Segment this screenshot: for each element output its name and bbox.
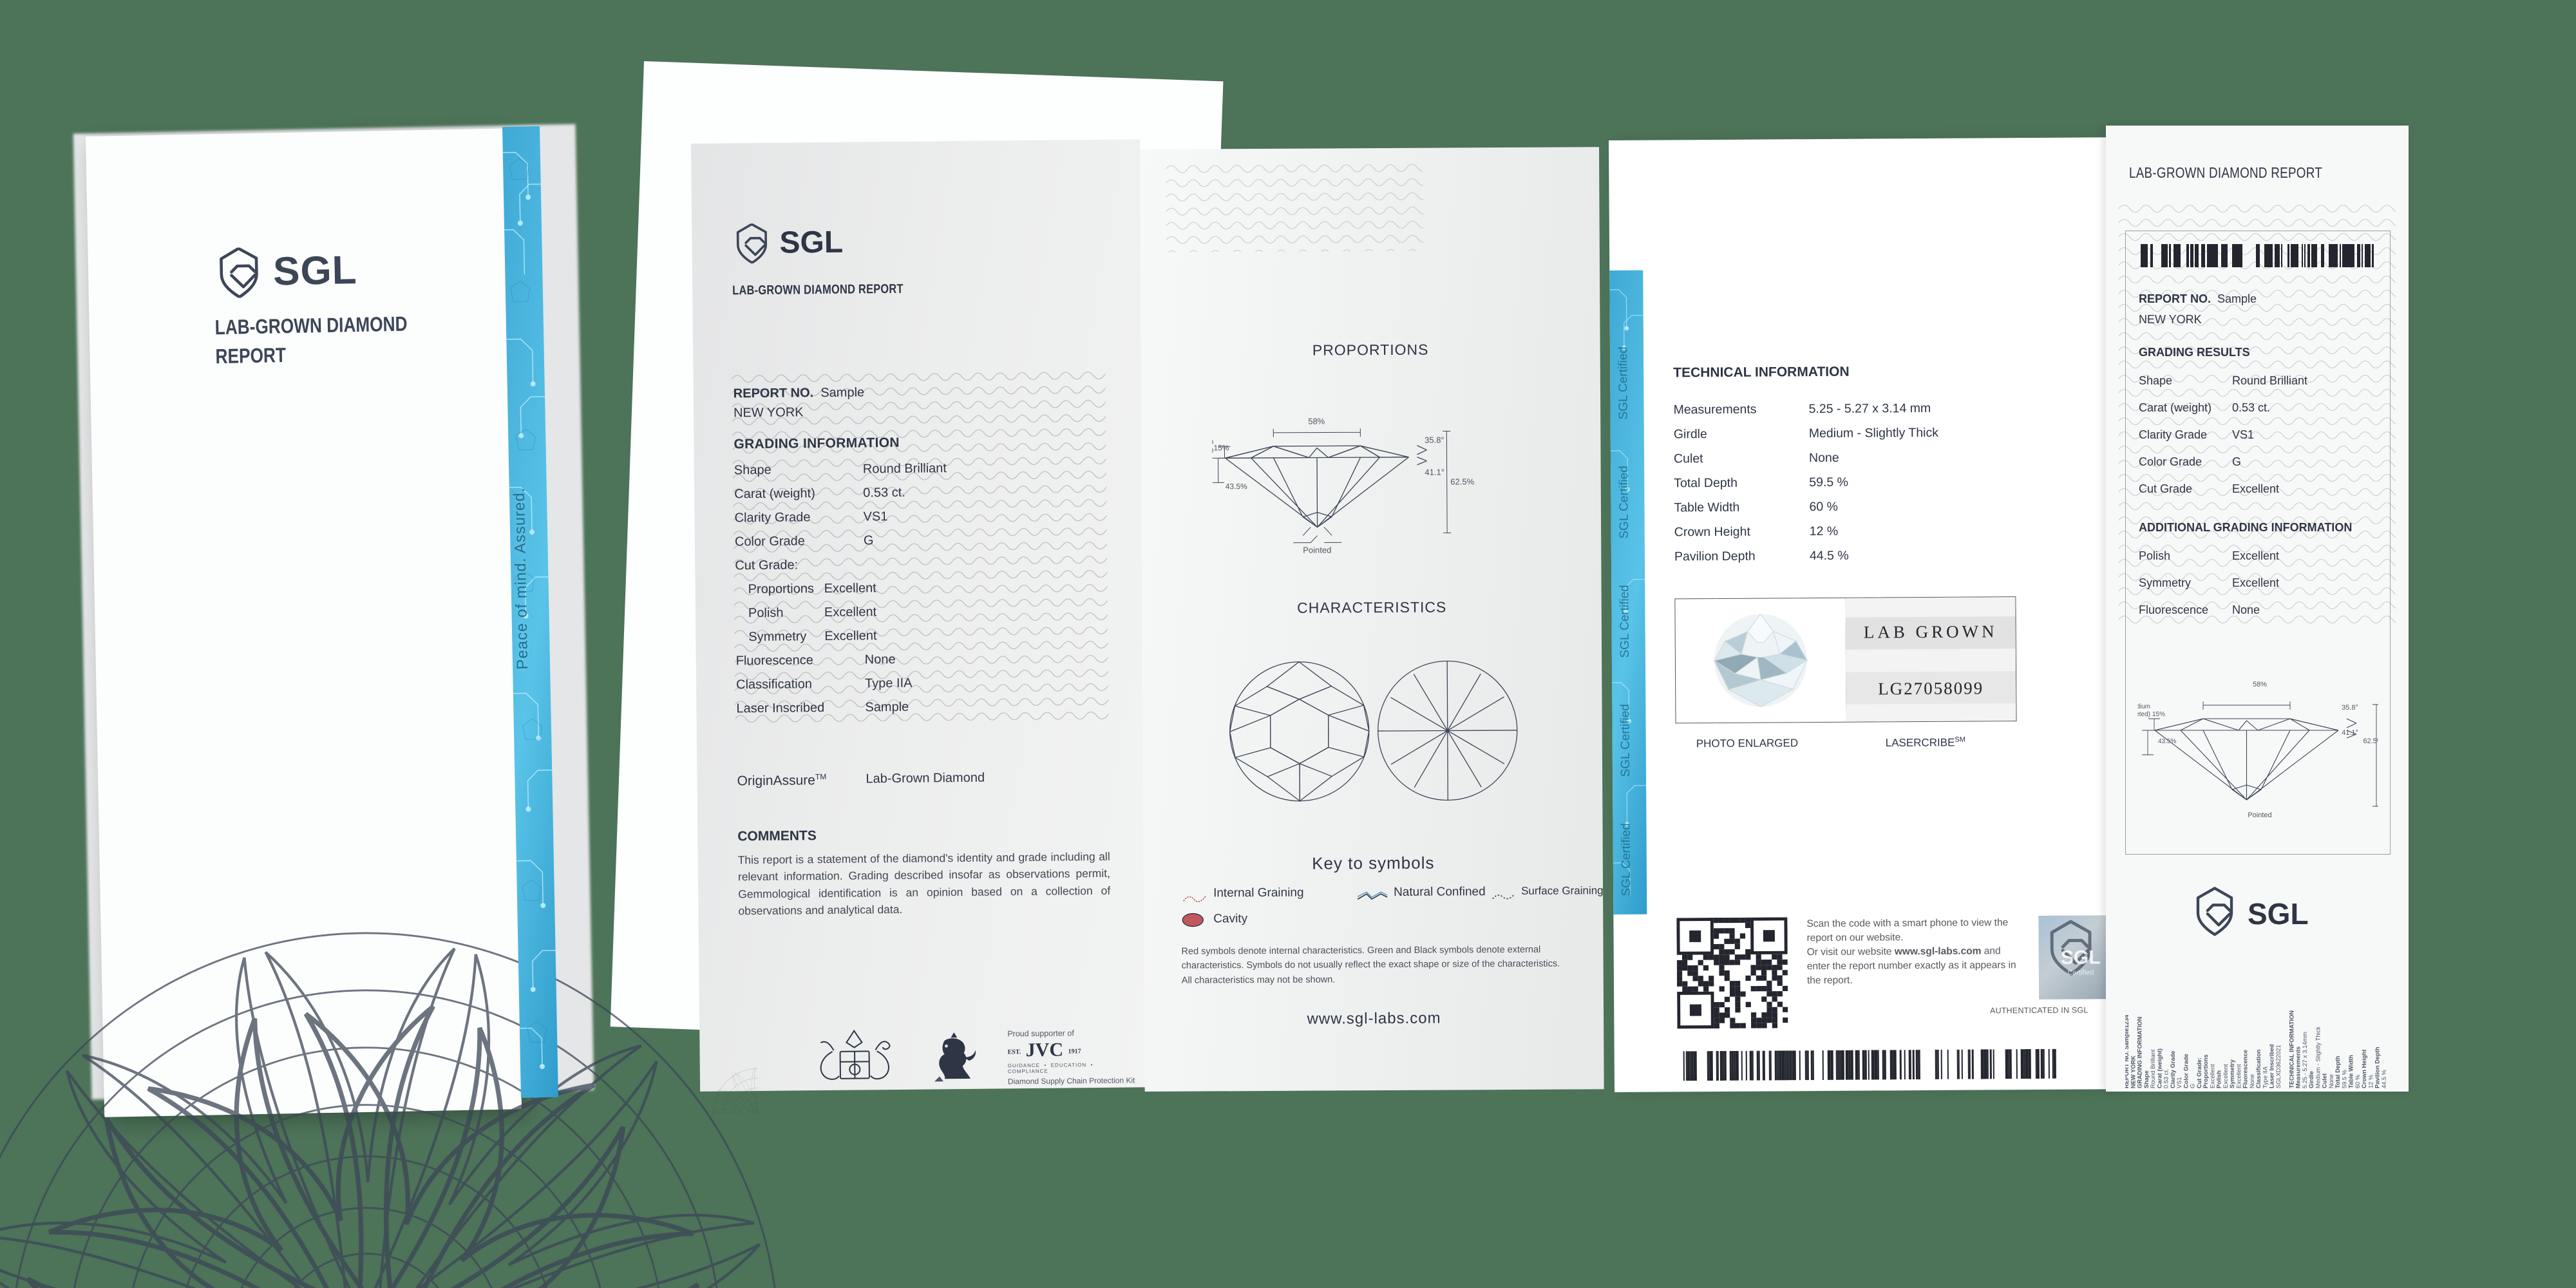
svg-text:59.5 %: 59.5 % — [2341, 1070, 2347, 1088]
svg-text:SGL: SGL — [2061, 947, 2101, 968]
svg-text:SGLXD3622021: SGLXD3622021 — [2275, 1045, 2282, 1088]
svg-text:62.5%: 62.5% — [2363, 737, 2378, 745]
svg-text:Round Brilliant: Round Brilliant — [2150, 1049, 2156, 1088]
svg-text:Type IIA: Type IIA — [2262, 1066, 2268, 1088]
svg-text:58%: 58% — [1308, 416, 1325, 426]
svg-text:Shape: Shape — [2143, 1070, 2150, 1088]
svg-text:SGL Certified: SGL Certified — [1617, 466, 1631, 538]
svg-text:Pointed: Pointed — [2248, 811, 2271, 819]
svg-text:Pointed: Pointed — [1303, 545, 1331, 554]
svg-text:Certified: Certified — [2067, 969, 2094, 976]
svg-text:Proportions: Proportions — [2202, 1054, 2209, 1088]
svg-text:REPORT NO. Sample1234: REPORT NO. Sample1234 — [2125, 1014, 2130, 1088]
svg-text:44.5 %: 44.5 % — [2381, 1070, 2387, 1088]
svg-text:5.25 - 5.27 x 3.14mm: 5.25 - 5.27 x 3.14mm — [2302, 1032, 2308, 1088]
svg-text:Polish: Polish — [2216, 1070, 2222, 1088]
svg-text:Medium: Medium — [2137, 703, 2150, 710]
svg-text:43.5%: 43.5% — [2158, 738, 2176, 745]
svg-text:Culet: Culet — [2322, 1074, 2328, 1088]
svg-text:(Faceted): (Faceted) — [2137, 711, 2150, 718]
svg-text:Clarity Grade: Clarity Grade — [2170, 1051, 2176, 1088]
svg-text:VS1: VS1 — [2176, 1077, 2183, 1088]
svg-text:15%: 15% — [2152, 711, 2165, 718]
svg-text:Girdle: Girdle — [2308, 1071, 2315, 1088]
svg-text:SGL Certified: SGL Certified — [1618, 704, 1633, 777]
svg-text:LAB GROWN: LAB GROWN — [1864, 621, 1998, 641]
svg-text:None: None — [2249, 1074, 2255, 1088]
svg-text:58%: 58% — [2253, 681, 2267, 688]
svg-text:60 %: 60 % — [2354, 1075, 2361, 1088]
svg-text:Cut Grade:: Cut Grade: — [2196, 1057, 2202, 1088]
svg-text:G: G — [2190, 1084, 2196, 1088]
svg-text:Laser Inscribed: Laser Inscribed — [2269, 1044, 2275, 1088]
svg-text:SGL: SGL — [2248, 897, 2309, 931]
svg-text:43.5%: 43.5% — [1226, 482, 1247, 491]
svg-text:Fluorescence: Fluorescence — [2242, 1050, 2249, 1088]
svg-text:41.1°: 41.1° — [2342, 729, 2358, 737]
svg-text:Medium - Slightly Thick: Medium - Slightly Thick — [2315, 1027, 2321, 1088]
svg-text:Total Depth: Total Depth — [2334, 1056, 2341, 1088]
svg-text:Symmetry: Symmetry — [2229, 1059, 2235, 1088]
svg-text:Excellent: Excellent — [2235, 1064, 2242, 1088]
svg-text:TECHNICAL INFORMATION: TECHNICAL INFORMATION — [2288, 1010, 2295, 1088]
svg-text:None: None — [2328, 1074, 2334, 1088]
svg-text:GRADING INFORMATION: GRADING INFORMATION — [2137, 1016, 2143, 1088]
svg-text:35.8°: 35.8° — [1425, 435, 1444, 445]
svg-text:SGL Certified: SGL Certified — [1618, 585, 1632, 658]
svg-text:Classification: Classification — [2255, 1049, 2262, 1088]
svg-text:0.53 ct.: 0.53 ct. — [2163, 1069, 2170, 1089]
svg-text:Carat (weight): Carat (weight) — [2156, 1048, 2163, 1088]
svg-text:Crown Height: Crown Height — [2361, 1050, 2367, 1088]
svg-text:12 %: 12 % — [2367, 1075, 2374, 1088]
svg-text:15%: 15% — [1213, 443, 1229, 452]
svg-text:Color Grade: Color Grade — [2183, 1054, 2189, 1088]
svg-text:62.5%: 62.5% — [1450, 477, 1474, 486]
svg-text:35.8°: 35.8° — [2342, 704, 2358, 712]
svg-text:NEW YORK: NEW YORK — [2130, 1056, 2136, 1088]
svg-text:Measurements: Measurements — [2295, 1046, 2302, 1088]
svg-text:Pavilion Depth: Pavilion Depth — [2374, 1046, 2381, 1088]
svg-text:Excellent: Excellent — [2209, 1064, 2215, 1088]
svg-text:41.1°: 41.1° — [1425, 468, 1444, 477]
svg-text:SGL Certified: SGL Certified — [1619, 823, 1633, 896]
svg-text:Table Width: Table Width — [2348, 1055, 2354, 1088]
svg-text:LG27058099: LG27058099 — [1878, 678, 1984, 698]
svg-text:Excellent: Excellent — [2222, 1064, 2229, 1088]
svg-text:SGL Certified: SGL Certified — [1616, 346, 1631, 419]
